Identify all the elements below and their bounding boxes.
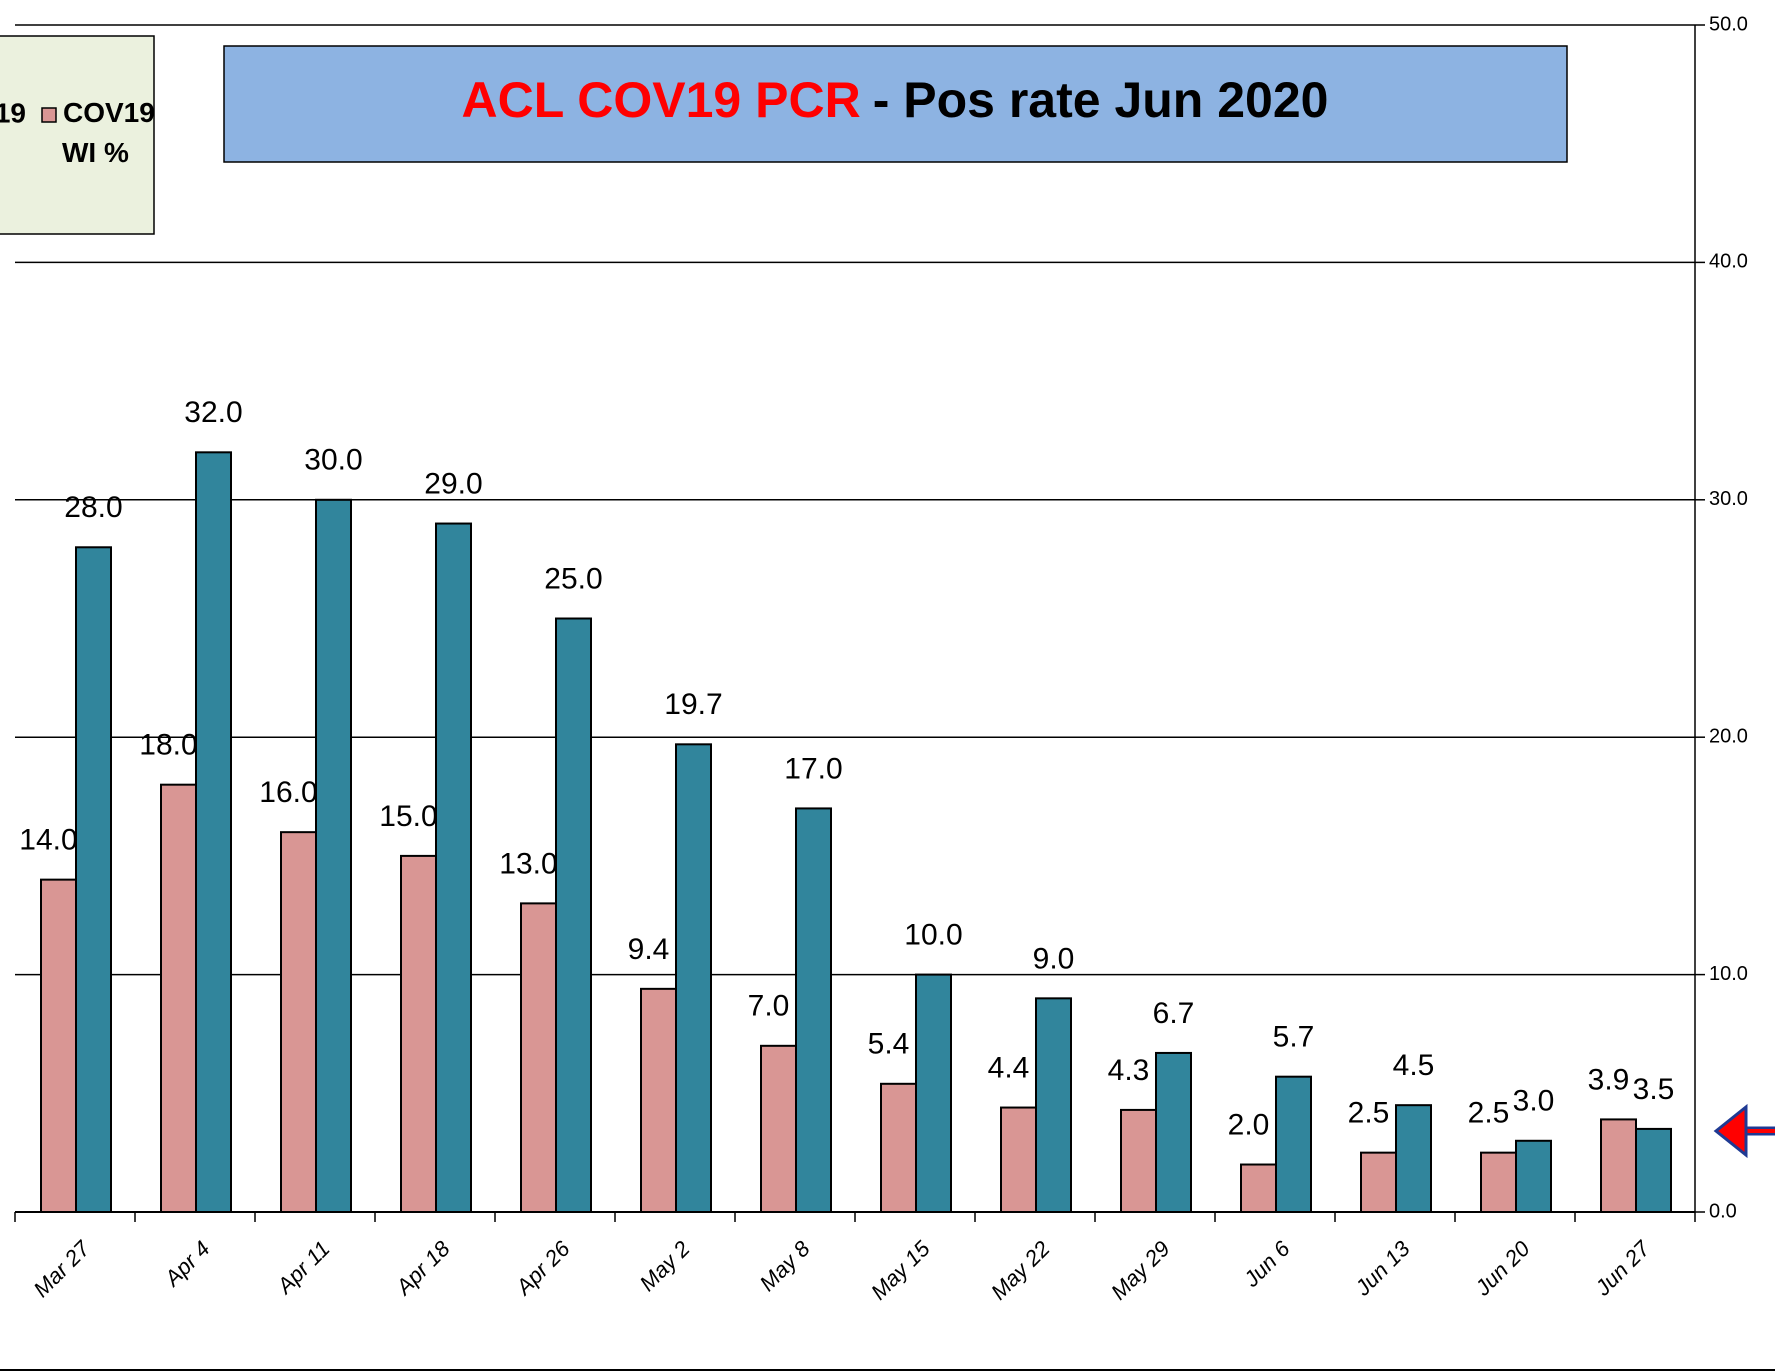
- legend-label: COV19 WI %: [62, 97, 155, 168]
- data-label: 10.0: [904, 919, 962, 952]
- title-box: [223, 45, 1568, 163]
- bar: [795, 807, 832, 1213]
- data-label: 2.5: [1348, 1097, 1390, 1130]
- bar: [195, 451, 232, 1213]
- bar: [435, 522, 472, 1213]
- bar: [1395, 1104, 1432, 1214]
- y-tick-label: 30.0: [1709, 488, 1748, 510]
- bar: [1600, 1118, 1637, 1213]
- y-tick-label: 20.0: [1709, 725, 1748, 747]
- x-tick-label: Apr 4: [158, 1236, 214, 1292]
- data-label: 3.0: [1513, 1085, 1555, 1118]
- x-tick-label: Apr 18: [390, 1235, 455, 1300]
- bar: [1120, 1108, 1157, 1213]
- data-label: 2.5: [1468, 1097, 1510, 1130]
- data-label: 17.0: [784, 752, 842, 785]
- bar: [75, 546, 112, 1213]
- data-label: 9.0: [1033, 942, 1075, 975]
- chart-title: ACL COV19 PCR - Pos rate Jun 2020: [462, 72, 1329, 128]
- bar: [640, 987, 677, 1213]
- data-label: 3.9: [1588, 1063, 1630, 1096]
- y-tick-label: 0.0: [1709, 1200, 1737, 1222]
- bar: [40, 878, 77, 1213]
- data-label: 19.7: [664, 688, 722, 721]
- bar: [555, 617, 592, 1213]
- y-tick-label: 50.0: [1709, 13, 1748, 35]
- data-label: 15.0: [379, 800, 437, 833]
- bar: [1515, 1139, 1552, 1214]
- data-label: 14.0: [19, 824, 77, 857]
- bar: [280, 831, 317, 1213]
- bar: [1000, 1106, 1037, 1213]
- bar: [315, 498, 352, 1213]
- data-label: 25.0: [544, 562, 602, 595]
- legend-box: [0, 35, 155, 235]
- x-tick-label: Jun 20: [1470, 1235, 1536, 1301]
- data-label: 9.4: [628, 933, 670, 966]
- bar: [880, 1082, 917, 1213]
- bar: [915, 973, 952, 1213]
- data-label: 28.0: [64, 491, 122, 524]
- bar: [675, 743, 712, 1214]
- data-label: 4.4: [988, 1051, 1030, 1084]
- bar: [160, 783, 197, 1213]
- data-label: 3.5: [1633, 1073, 1675, 1106]
- x-tick-label: May 22: [986, 1236, 1055, 1305]
- x-tick-label: May 15: [866, 1235, 935, 1304]
- y-tick-label: 10.0: [1709, 963, 1748, 985]
- data-label: 5.7: [1273, 1021, 1315, 1054]
- data-label: 7.0: [748, 990, 790, 1023]
- x-tick-label: Jun 6: [1238, 1235, 1295, 1292]
- x-tick-label: May 29: [1106, 1236, 1175, 1305]
- legend-label-line: COV19: [63, 97, 155, 128]
- bar: [1155, 1051, 1192, 1214]
- bar: [520, 902, 557, 1213]
- title-highlight: ACL COV19 PCR: [462, 72, 861, 128]
- bar: [1635, 1127, 1672, 1214]
- data-label: 6.7: [1153, 997, 1195, 1030]
- data-label: 16.0: [259, 776, 317, 809]
- x-tick-label: Apr 26: [510, 1235, 575, 1300]
- bar: [760, 1044, 797, 1213]
- y-tick-label: 40.0: [1709, 251, 1748, 273]
- data-label: 30.0: [304, 444, 362, 477]
- data-label: 29.0: [424, 467, 482, 500]
- data-label: 18.0: [139, 729, 197, 762]
- bar: [1275, 1075, 1312, 1213]
- legend-swatch: [41, 107, 57, 123]
- data-label: 2.0: [1228, 1108, 1270, 1141]
- data-label: 4.3: [1108, 1054, 1150, 1087]
- legend-label: 19: [0, 97, 26, 128]
- data-label: 5.4: [868, 1028, 910, 1061]
- x-tick-label: Mar 27: [29, 1235, 96, 1302]
- bar: [1240, 1163, 1277, 1214]
- x-tick-label: Jun 27: [1590, 1235, 1656, 1301]
- data-label: 32.0: [184, 396, 242, 429]
- legend-label-line: WI %: [62, 137, 129, 168]
- bar: [1480, 1151, 1517, 1214]
- data-label: 13.0: [499, 847, 557, 880]
- x-tick-label: Jun 13: [1350, 1235, 1416, 1301]
- x-tick-label: May 8: [755, 1235, 816, 1296]
- arrow: [1713, 1103, 1775, 1159]
- bar: [1035, 997, 1072, 1214]
- title-rest: - Pos rate Jun 2020: [873, 72, 1329, 128]
- bar: [400, 854, 437, 1214]
- x-tick-label: May 2: [635, 1236, 695, 1296]
- data-label: 4.5: [1393, 1049, 1435, 1082]
- bar: [1360, 1151, 1397, 1214]
- x-tick-label: Apr 11: [271, 1236, 335, 1300]
